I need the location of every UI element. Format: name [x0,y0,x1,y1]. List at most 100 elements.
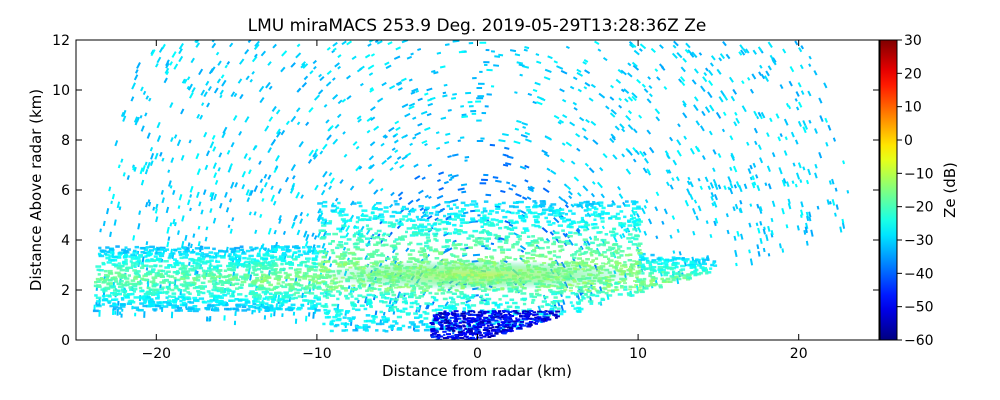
cloud-pixel [158,254,165,258]
cloud-pixel [189,251,194,254]
noise-pixel [143,311,146,318]
core-pixel [574,264,579,267]
noise-pixel [495,179,502,183]
noise-pixel [697,205,702,212]
noise-pixel [730,152,735,159]
cloud-pixel [230,262,234,265]
core-pixel [384,287,389,290]
core-pixel [566,271,571,273]
cloud-pixel [178,250,182,254]
noise-pixel [527,187,535,193]
cloud-pixel [212,284,217,288]
cloud-pixel [570,292,576,295]
noise-pixel [238,130,243,136]
noise-pixel [322,170,328,178]
cloud-pixel [578,290,585,293]
cloud-pixel [112,306,119,309]
core-pixel [362,267,367,270]
cloud-pixel [216,260,221,263]
cloud-pixel [547,250,553,254]
cloud-pixel [204,246,210,250]
cloud-pixel [456,327,460,331]
cloud-pixel [584,293,588,296]
cloud-pixel [313,294,318,298]
cloud-pixel [327,290,333,293]
cloud-pixel [683,260,688,263]
noise-pixel [479,70,483,73]
noise-pixel [504,154,509,157]
cloud-pixel [590,213,596,216]
cloud-pixel [335,312,339,315]
cloud-pixel [483,216,487,219]
noise-pixel [117,164,121,169]
noise-pixel [219,94,223,99]
noise-pixel [714,217,719,224]
noise-pixel [439,65,446,69]
cloud-pixel [460,221,466,224]
core-pixel [581,268,586,271]
noise-pixel [689,193,694,201]
cloud-pixel [657,262,663,266]
cloud-pixel [582,238,588,241]
cloud-pixel [134,245,139,249]
cloud-pixel [297,264,303,267]
cloud-pixel [374,236,381,239]
noise-pixel [200,89,206,96]
noise-pixel [718,57,723,62]
cloud-pixel [512,301,518,305]
cloud-pixel [428,246,433,249]
noise-pixel [334,197,339,202]
cloud-pixel [124,283,130,287]
cloud-pixel [407,218,413,221]
cloud-pixel [158,301,165,304]
cloud-pixel [150,301,156,304]
core-pixel [591,285,596,288]
cloud-pixel [324,252,328,255]
cloud-pixel [401,205,406,209]
cloud-pixel [545,313,551,317]
cloud-pixel [381,296,387,299]
cloud-pixel [450,324,454,328]
noise-pixel [592,139,599,146]
cloud-pixel [580,225,587,229]
cloud-pixel [680,268,686,271]
cloud-pixel [143,251,148,255]
cloud-pixel [175,261,181,265]
noise-pixel [782,178,787,184]
core-pixel [594,263,599,265]
cloud-pixel [608,246,612,249]
noise-pixel [632,128,638,134]
cloud-pixel [146,286,151,290]
cloud-pixel [598,243,604,246]
cloud-pixel [647,261,652,264]
noise-pixel [703,72,708,77]
cloud-pixel [501,209,505,212]
cloud-pixel [279,246,285,249]
noise-pixel [429,96,436,101]
cloud-pixel [409,301,414,305]
noise-pixel [371,203,377,209]
cloud-pixel [355,308,361,312]
noise-pixel [681,100,687,106]
cloud-pixel [415,233,419,237]
cloud-pixel [285,262,291,265]
cloud-pixel [460,296,465,300]
near-pixel [468,310,473,313]
cloud-pixel [98,254,105,258]
cloud-pixel [499,248,506,251]
cloud-pixel [239,275,245,278]
cloud-pixel [281,253,288,256]
cloud-pixel [356,201,362,204]
noise-pixel [591,181,596,185]
cloud-pixel [338,309,344,312]
core-pixel [455,267,459,270]
noise-pixel [301,61,307,66]
cloud-pixel [424,211,429,214]
cloud-pixel [131,283,137,286]
cloud-pixel [261,288,267,291]
cloud-pixel [631,207,637,210]
cloud-pixel [369,305,373,309]
cloud-pixel [140,251,145,254]
noise-pixel [421,176,426,181]
noise-pixel [579,116,585,122]
